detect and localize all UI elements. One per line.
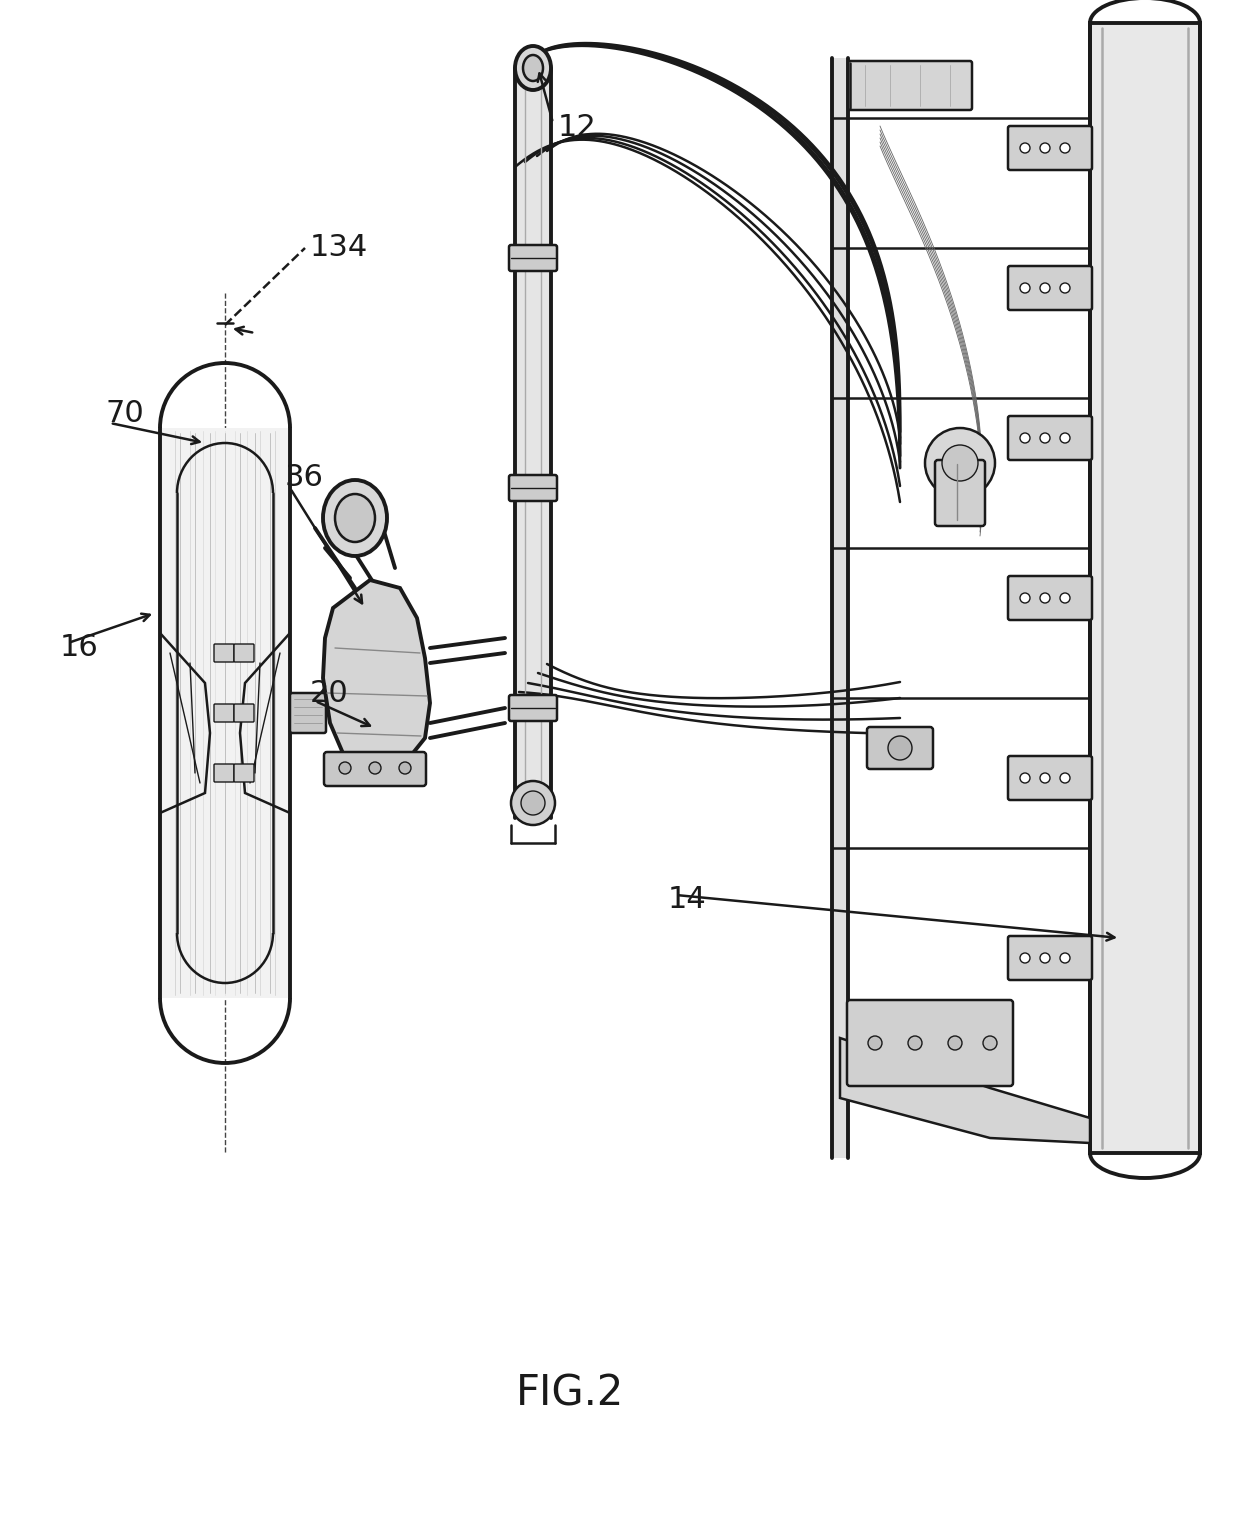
Circle shape [370,761,381,774]
Polygon shape [839,1038,1090,1143]
Circle shape [1021,434,1030,443]
FancyBboxPatch shape [1008,126,1092,171]
Circle shape [1040,283,1050,294]
Text: 134: 134 [310,234,368,263]
FancyBboxPatch shape [324,752,427,786]
FancyBboxPatch shape [515,68,551,818]
FancyBboxPatch shape [290,694,326,734]
Text: FIG.2: FIG.2 [516,1372,624,1413]
Ellipse shape [942,444,978,481]
Circle shape [399,761,410,774]
Circle shape [1040,594,1050,603]
Ellipse shape [523,55,543,82]
FancyBboxPatch shape [1008,937,1092,980]
Circle shape [339,761,351,774]
Text: 12: 12 [558,114,596,143]
FancyBboxPatch shape [1008,266,1092,311]
Text: 16: 16 [60,634,99,663]
FancyBboxPatch shape [848,62,972,111]
FancyBboxPatch shape [832,58,848,1158]
Circle shape [1021,954,1030,963]
Ellipse shape [322,480,387,557]
Circle shape [1040,143,1050,152]
Circle shape [1040,434,1050,443]
Circle shape [1040,774,1050,783]
Polygon shape [322,580,430,767]
FancyBboxPatch shape [160,428,290,998]
Circle shape [1021,143,1030,152]
FancyBboxPatch shape [1008,415,1092,460]
Circle shape [908,1037,923,1050]
FancyBboxPatch shape [508,695,557,721]
Circle shape [1021,774,1030,783]
FancyBboxPatch shape [234,704,254,721]
Text: 36: 36 [285,463,324,492]
Circle shape [1060,434,1070,443]
FancyBboxPatch shape [215,704,234,721]
Ellipse shape [511,781,556,824]
FancyBboxPatch shape [1090,23,1200,1154]
Text: 20: 20 [310,678,348,707]
Text: 14: 14 [668,886,707,915]
Circle shape [1021,594,1030,603]
FancyBboxPatch shape [234,644,254,661]
FancyBboxPatch shape [867,727,932,769]
Ellipse shape [888,737,911,760]
Circle shape [1060,954,1070,963]
Circle shape [1060,143,1070,152]
Circle shape [1060,774,1070,783]
FancyBboxPatch shape [234,764,254,781]
Circle shape [1040,954,1050,963]
FancyBboxPatch shape [935,460,985,526]
Ellipse shape [335,494,374,541]
Circle shape [1060,283,1070,294]
Text: 70: 70 [105,398,144,428]
Circle shape [1060,594,1070,603]
FancyBboxPatch shape [1008,757,1092,800]
Ellipse shape [521,791,546,815]
FancyBboxPatch shape [215,764,234,781]
Circle shape [868,1037,882,1050]
Ellipse shape [925,428,994,498]
FancyBboxPatch shape [508,475,557,501]
Circle shape [1021,283,1030,294]
FancyBboxPatch shape [508,245,557,271]
FancyBboxPatch shape [1008,577,1092,620]
FancyBboxPatch shape [847,1000,1013,1086]
FancyBboxPatch shape [215,644,234,661]
Ellipse shape [515,46,551,91]
Circle shape [983,1037,997,1050]
Circle shape [949,1037,962,1050]
